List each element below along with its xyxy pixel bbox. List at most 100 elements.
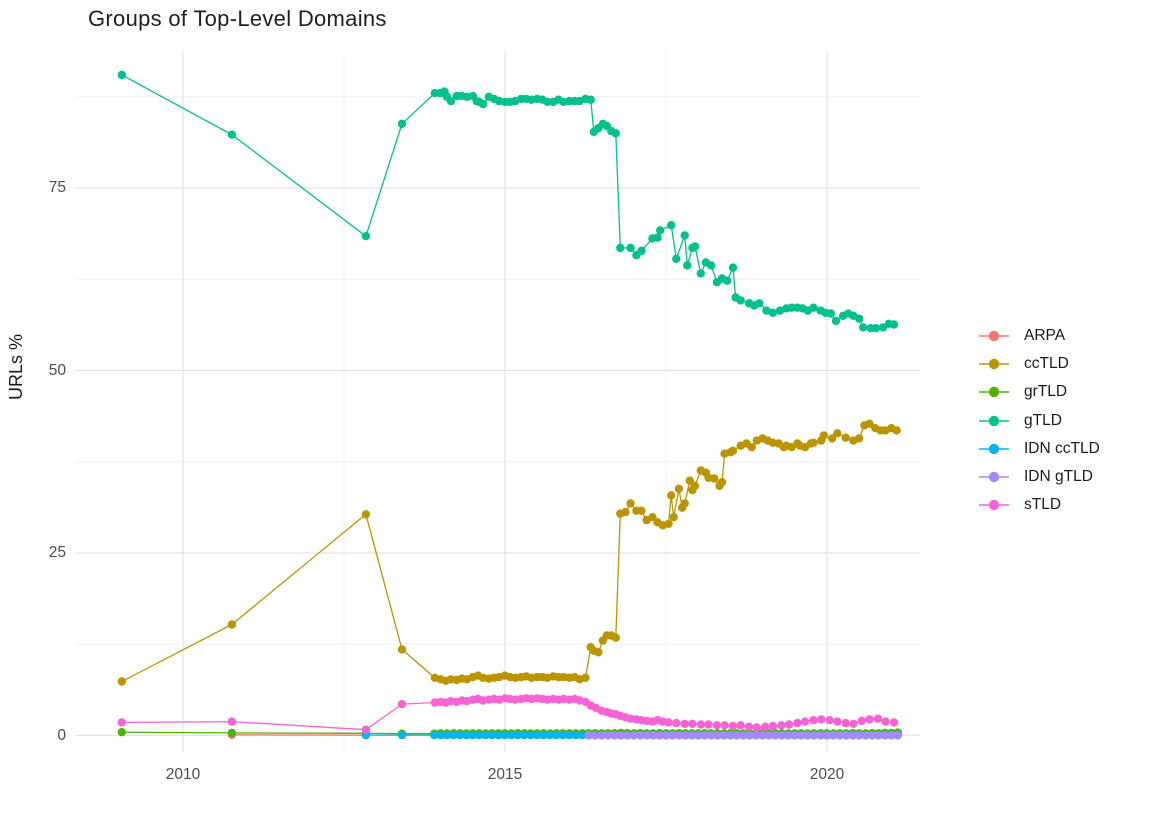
series-point-gtld bbox=[680, 231, 689, 240]
series-point-stld bbox=[696, 720, 705, 729]
series-point-idn-gtld bbox=[745, 731, 754, 740]
series-point-stld bbox=[397, 699, 407, 709]
series-point-stld bbox=[784, 720, 794, 729]
series-point-stld bbox=[800, 717, 810, 726]
series-point-gtld bbox=[826, 309, 836, 318]
legend-key-icon bbox=[979, 443, 1009, 454]
series-point-grtld bbox=[117, 728, 127, 737]
legend-label: gTLD bbox=[1024, 411, 1062, 429]
series-point-idn-cctld bbox=[533, 730, 542, 740]
series-point-gtld bbox=[446, 96, 456, 106]
series-point-idn-gtld bbox=[887, 731, 896, 740]
series-point-cctld bbox=[690, 481, 700, 490]
series-point-cctld bbox=[892, 426, 901, 435]
series-point-gtld bbox=[787, 303, 796, 312]
y-tick-label: 50 bbox=[48, 361, 66, 379]
series-point-stld bbox=[712, 721, 722, 730]
series-point-idn-gtld bbox=[623, 731, 632, 740]
series-point-stld bbox=[704, 720, 713, 729]
series-point-cctld bbox=[361, 510, 371, 519]
x-tick-label: 2010 bbox=[165, 766, 201, 783]
series-point-idn-gtld bbox=[739, 731, 748, 740]
series-point-cctld bbox=[680, 499, 689, 508]
series-point-gtld bbox=[755, 299, 764, 308]
series-point-grtld bbox=[227, 728, 237, 738]
series-point-idn-gtld bbox=[867, 731, 877, 740]
series-point-cctld bbox=[833, 429, 842, 438]
series-point-idn-cctld bbox=[494, 730, 503, 740]
legend-key-icon bbox=[979, 330, 1009, 342]
series-point-gtld bbox=[696, 269, 705, 278]
series-point-gtld bbox=[736, 296, 745, 305]
series-point-cctld bbox=[667, 491, 676, 500]
legend-key-icon bbox=[979, 415, 1009, 426]
series-point-cctld bbox=[117, 677, 127, 686]
series-point-stld bbox=[752, 723, 761, 732]
series-point-idn-gtld bbox=[880, 731, 890, 740]
series-point-idn-gtld bbox=[848, 731, 857, 740]
x-tick-label: 2015 bbox=[487, 766, 523, 783]
chart-title: Groups of Top-Level Domains bbox=[88, 6, 387, 31]
series-point-idn-gtld bbox=[771, 731, 780, 740]
series-point-gtld bbox=[478, 99, 488, 109]
series-point-stld bbox=[881, 717, 890, 726]
series-point-gtld bbox=[637, 246, 646, 255]
series-point-idn-gtld bbox=[809, 731, 819, 740]
series-point-gtld bbox=[775, 306, 785, 315]
series-point-gtld bbox=[706, 261, 716, 270]
series-point-stld bbox=[672, 718, 681, 728]
series-point-idn-cctld bbox=[481, 730, 490, 740]
series-point-gtld bbox=[117, 70, 127, 80]
legend-item-arpa: ARPA bbox=[978, 325, 1065, 347]
y-tick-label: 75 bbox=[48, 179, 66, 196]
series-point-idn-gtld bbox=[803, 731, 812, 740]
series-point-cctld bbox=[227, 620, 237, 629]
series-point-gtld bbox=[768, 308, 778, 317]
series-point-gtld bbox=[397, 119, 407, 128]
series-point-idn-gtld bbox=[784, 731, 793, 740]
series-point-cctld bbox=[626, 499, 635, 508]
series-point-cctld bbox=[865, 419, 874, 428]
series-point-idn-cctld bbox=[558, 730, 568, 740]
series-point-stld bbox=[761, 722, 770, 731]
legend-label: sTLD bbox=[1024, 496, 1062, 514]
series-point-stld bbox=[361, 725, 371, 734]
series-point-idn-gtld bbox=[874, 731, 883, 740]
series-point-stld bbox=[227, 717, 237, 726]
series-point-idn-gtld bbox=[758, 731, 767, 740]
legend-key-icon bbox=[979, 358, 1009, 370]
series-point-cctld bbox=[841, 433, 850, 442]
series-point-gtld bbox=[809, 303, 818, 312]
series-point-idn-gtld bbox=[700, 731, 709, 740]
series-point-idn-gtld bbox=[661, 731, 671, 740]
series-point-stld bbox=[664, 718, 673, 727]
series-point-idn-gtld bbox=[687, 731, 696, 740]
series-point-idn-gtld bbox=[732, 731, 741, 740]
legend-item-idn-gtld: IDN gTLD bbox=[978, 466, 1093, 488]
legend-label: IDN gTLD bbox=[1024, 468, 1093, 485]
series-point-gtld bbox=[227, 130, 237, 139]
series-point-cctld bbox=[674, 484, 684, 493]
legend-item-cctld: ccTLD bbox=[978, 353, 1069, 375]
series-point-idn-gtld bbox=[636, 731, 645, 740]
series-point-stld bbox=[825, 716, 834, 725]
series-point-gtld bbox=[855, 314, 864, 323]
series-point-idn-gtld bbox=[719, 731, 729, 740]
series-point-idn-gtld bbox=[674, 731, 684, 740]
series-point-stld bbox=[777, 721, 786, 730]
series-point-idn-gtld bbox=[829, 731, 838, 740]
series-point-gtld bbox=[616, 243, 625, 253]
series-point-gtld bbox=[762, 306, 771, 315]
series-point-gtld bbox=[683, 261, 692, 270]
series-point-gtld bbox=[611, 129, 620, 138]
series-point-stld bbox=[117, 718, 127, 727]
y-tick-label: 0 bbox=[57, 726, 66, 744]
series-point-idn-gtld bbox=[681, 731, 690, 740]
series-point-stld bbox=[865, 715, 874, 724]
series-point-idn-gtld bbox=[610, 731, 619, 740]
series-point-idn-cctld bbox=[487, 730, 497, 740]
series-point-gtld bbox=[889, 320, 899, 329]
series-point-idn-cctld bbox=[449, 730, 458, 740]
series-point-gtld bbox=[858, 323, 868, 332]
legend-key-icon bbox=[979, 471, 1009, 483]
